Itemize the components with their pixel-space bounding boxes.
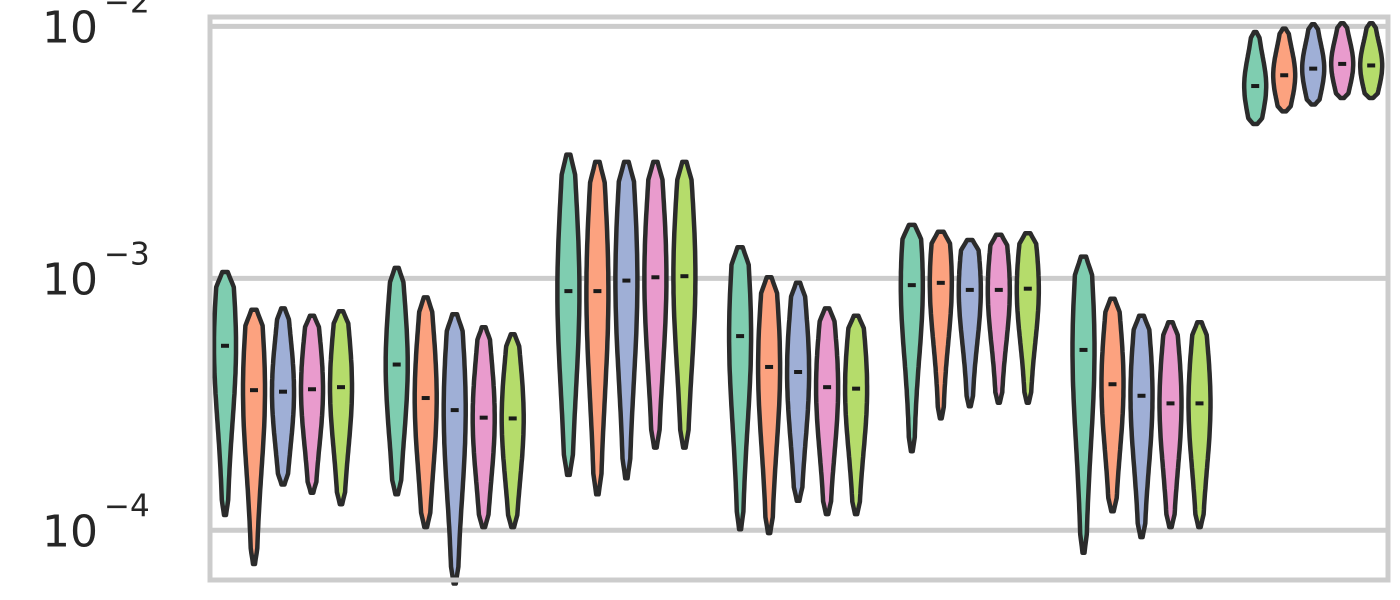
violin — [726, 244, 754, 532]
violin — [1328, 20, 1356, 101]
violin — [1186, 319, 1213, 530]
violin-group — [211, 269, 355, 567]
violin — [898, 222, 926, 454]
violin — [1270, 26, 1298, 114]
violin — [470, 324, 497, 530]
y-tick-base: 10 — [42, 506, 98, 557]
violin — [441, 312, 468, 586]
violin — [412, 295, 439, 530]
violin — [584, 159, 611, 497]
violin — [240, 307, 268, 567]
y-tick-label: 10 −2 — [42, 0, 150, 53]
plot-frame — [207, 14, 1391, 583]
y-tick-exponent: −2 — [104, 0, 150, 20]
violin — [755, 275, 783, 536]
violin-group — [898, 222, 1042, 454]
y-tick-label: 10 −4 — [42, 488, 150, 557]
violin — [298, 313, 326, 495]
violin — [1299, 22, 1327, 107]
gridlines — [210, 23, 1388, 533]
violin — [1128, 313, 1155, 540]
violin-group — [1241, 20, 1385, 127]
violin — [927, 229, 955, 421]
violin-groups — [211, 20, 1385, 586]
violin — [671, 159, 698, 450]
violin — [1070, 254, 1097, 555]
violin-group — [1070, 254, 1213, 555]
y-tick-base: 10 — [42, 254, 98, 305]
violin — [499, 332, 526, 530]
violin — [842, 313, 870, 517]
violin — [813, 306, 841, 517]
violin — [613, 159, 640, 481]
y-tick-label: 10 −3 — [42, 236, 150, 305]
y-tick-exponent: −3 — [104, 236, 150, 272]
violin — [327, 309, 355, 507]
violin — [956, 237, 984, 409]
violin-group — [383, 265, 526, 586]
y-tick-exponent: −4 — [104, 488, 150, 524]
violin — [1157, 319, 1184, 530]
violin — [784, 280, 812, 504]
y-tick-base: 10 — [42, 2, 98, 53]
violin — [383, 265, 410, 497]
violin — [269, 306, 297, 487]
violin — [1241, 29, 1269, 127]
violin-group — [555, 152, 698, 497]
violin — [985, 232, 1013, 405]
violin — [555, 152, 582, 478]
violin — [211, 269, 239, 518]
violin — [1357, 20, 1385, 101]
violin — [1014, 231, 1042, 405]
y-axis-ticks: 10−410−310−2 — [42, 0, 150, 557]
violin — [1099, 296, 1126, 514]
violin-group — [726, 244, 870, 536]
violin — [642, 159, 669, 450]
